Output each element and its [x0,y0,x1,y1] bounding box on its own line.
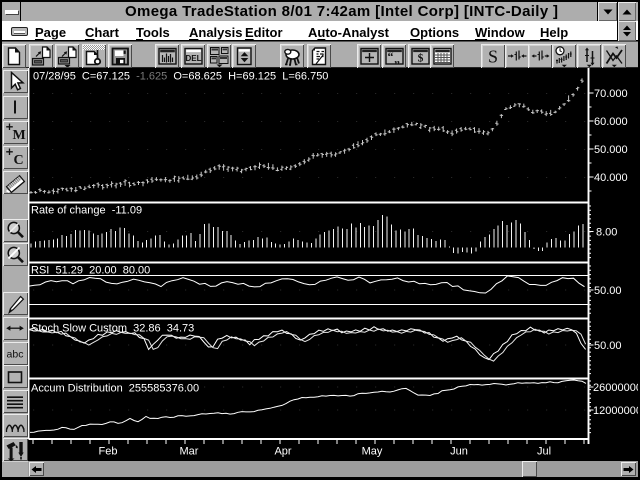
svg-text:S: S [487,47,497,67]
svg-text:Feb: Feb [99,446,118,458]
svg-text:50.00: 50.00 [594,285,622,297]
svg-text:abc: abc [7,349,24,361]
svg-text:50.00: 50.00 [594,340,622,352]
svg-text:Jul: Jul [537,446,551,458]
svg-text:Jun: Jun [450,446,468,458]
svg-text:Apr: Apr [274,446,291,458]
svg-text:07/28/95 C=67.125 -1.625 O=: 07/28/95 C=67.125 -1.625 O=68.625 H=69.1… [33,71,328,83]
svg-text:50.000: 50.000 [594,144,628,156]
svg-text:40.000: 40.000 [594,172,628,184]
svg-text:C: C [14,153,24,168]
svg-text:RSI 51.29 20.00 80.00: RSI 51.29 20.00 80.00 [31,265,150,277]
svg-text:Stoch Slow Custom 32.86 34.7: Stoch Slow Custom 32.86 34.73 [31,323,194,335]
svg-text:Rate of change -11.09: Rate of change -11.09 [31,205,142,217]
svg-text:12000000: 12000000 [593,405,638,417]
svg-text:26000000: 26000000 [593,382,638,394]
svg-text:M: M [13,128,26,143]
svg-text:May: May [362,446,383,458]
svg-text:60.000: 60.000 [594,116,628,128]
svg-text:Accum Distribution 255585376.: Accum Distribution 255585376.00 [31,383,199,395]
svg-text:70.000: 70.000 [594,88,628,100]
svg-text:DEL: DEL [186,54,202,63]
svg-text:$: $ [417,52,423,65]
svg-text:Mar: Mar [180,446,199,458]
svg-text:8.00: 8.00 [596,227,617,239]
svg-text:„: „ [394,52,400,66]
svg-text:“: “ [388,49,394,63]
